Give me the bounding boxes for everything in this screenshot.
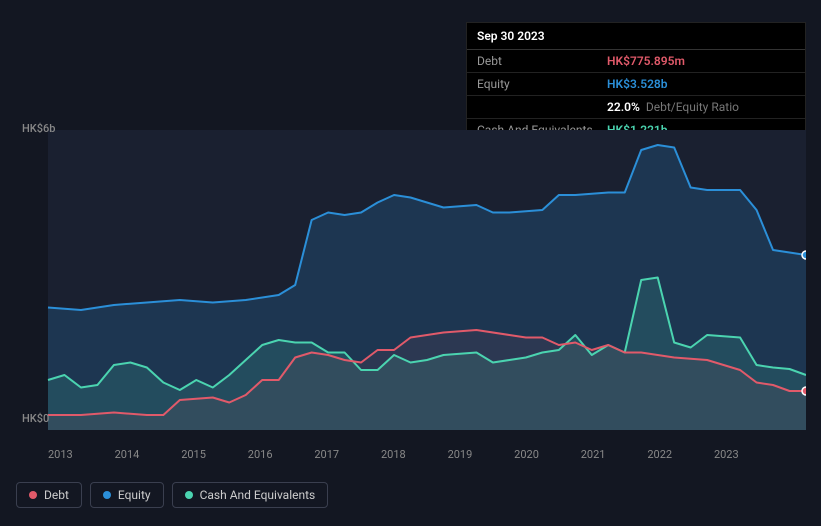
x-axis-tick-label: 2021 <box>581 448 641 461</box>
x-axis-tick-label: 2017 <box>314 448 374 461</box>
tooltip-label <box>477 100 607 114</box>
x-axis-tick-label: 2016 <box>248 448 308 461</box>
legend-label: Equity <box>118 488 151 502</box>
tooltip-row: DebtHK$775.895m <box>467 50 805 73</box>
x-axis-tick-label: 2018 <box>381 448 441 461</box>
legend-item[interactable]: Cash And Equivalents <box>172 482 329 508</box>
legend-item[interactable]: Equity <box>90 482 164 508</box>
tooltip-ratio-pct: 22.0% <box>607 100 640 114</box>
legend-dot-icon <box>103 491 111 499</box>
tooltip-value: HK$775.895m <box>607 54 685 68</box>
tooltip-date: Sep 30 2023 <box>467 23 805 50</box>
x-axis-tick-label: 2013 <box>48 448 108 461</box>
tooltip-label: Debt <box>477 54 607 68</box>
legend-dot-icon <box>185 491 193 499</box>
x-axis-tick-label: 2022 <box>647 448 707 461</box>
y-axis-top-label: HK$6b <box>22 122 55 135</box>
tooltip-label: Equity <box>477 77 607 91</box>
legend: Debt Equity Cash And Equivalents <box>16 482 328 508</box>
legend-label: Debt <box>44 488 69 502</box>
x-axis-tick-label: 2023 <box>714 448 774 461</box>
chart-svg <box>16 120 806 440</box>
tooltip-ratio-label: Debt/Equity Ratio <box>646 100 739 114</box>
x-axis-tick-label: 2014 <box>115 448 175 461</box>
tooltip-row: EquityHK$3.528b <box>467 73 805 96</box>
legend-item[interactable]: Debt <box>16 482 82 508</box>
tooltip-row: 22.0% Debt/Equity Ratio <box>467 96 805 119</box>
x-axis-labels: 2013 2014 2015 2016 2017 2018 2019 2020 2021 2022… <box>16 448 774 461</box>
tooltip-value: HK$3.528b <box>607 77 668 91</box>
y-axis-bottom-label: HK$0 <box>22 412 49 425</box>
chart-area: HK$6b HK$0 20132014201520162017201820192… <box>16 120 806 461</box>
legend-label: Cash And Equivalents <box>200 488 316 502</box>
legend-dot-icon <box>29 491 37 499</box>
x-axis-tick-label: 2020 <box>514 448 574 461</box>
x-axis-tick-label: 2015 <box>181 448 241 461</box>
x-axis-tick-label: 2019 <box>448 448 508 461</box>
